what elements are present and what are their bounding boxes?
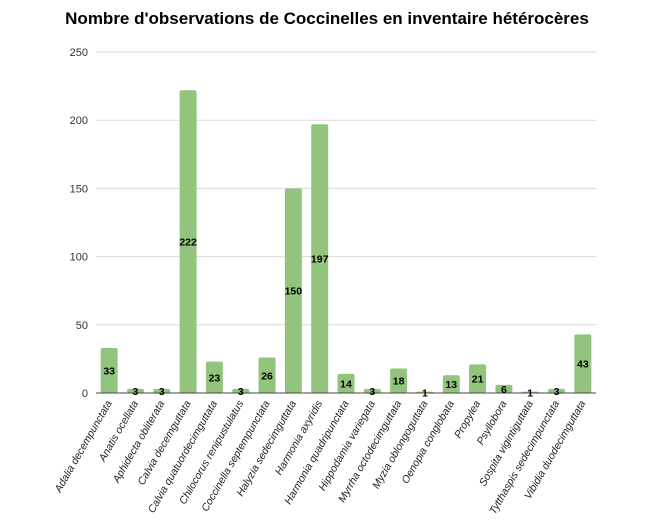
bar xyxy=(337,373,355,393)
bar xyxy=(442,375,460,393)
data-label: 150 xyxy=(285,286,303,298)
bar xyxy=(153,388,171,393)
data-label: 3 xyxy=(554,386,560,398)
data-label: 3 xyxy=(238,386,244,398)
bar xyxy=(179,90,197,393)
y-tick-label: 50 xyxy=(76,320,88,332)
data-label: 14 xyxy=(340,378,352,390)
bar xyxy=(258,357,276,393)
y-axis-ticks: 0 50 100 150 200 250 xyxy=(70,47,88,400)
bar xyxy=(390,368,408,393)
data-label: 197 xyxy=(311,254,329,266)
data-label: 3 xyxy=(133,386,139,398)
data-label: 13 xyxy=(445,379,457,391)
data-label: 33 xyxy=(103,365,115,377)
data-label: 26 xyxy=(261,370,273,382)
chart-title: Nombre d'observations de Coccinelles en … xyxy=(65,9,589,28)
bar xyxy=(284,188,302,393)
data-label: 21 xyxy=(472,374,484,386)
bar xyxy=(469,364,487,393)
bar xyxy=(363,388,381,393)
data-label: 1 xyxy=(527,387,533,399)
y-tick-label: 150 xyxy=(70,183,88,195)
y-tick-label: 100 xyxy=(70,252,88,264)
bars xyxy=(100,90,592,394)
data-label: 6 xyxy=(501,384,507,396)
y-tick-label: 250 xyxy=(70,47,88,59)
bar xyxy=(205,361,223,393)
bar xyxy=(574,334,592,393)
bar xyxy=(548,388,566,393)
data-label: 222 xyxy=(179,237,197,249)
data-label: 43 xyxy=(577,359,589,371)
data-label: 18 xyxy=(393,376,405,388)
bar xyxy=(495,384,513,393)
bar xyxy=(126,388,144,393)
data-label: 23 xyxy=(209,372,221,384)
bar xyxy=(232,388,250,393)
gridlines xyxy=(96,51,596,326)
data-label: 1 xyxy=(422,387,428,399)
data-label: 3 xyxy=(159,386,165,398)
y-tick-label: 200 xyxy=(70,115,88,127)
bar xyxy=(311,124,329,394)
bar xyxy=(100,347,118,393)
y-tick-label: 0 xyxy=(82,388,88,400)
data-label: 3 xyxy=(369,386,375,398)
